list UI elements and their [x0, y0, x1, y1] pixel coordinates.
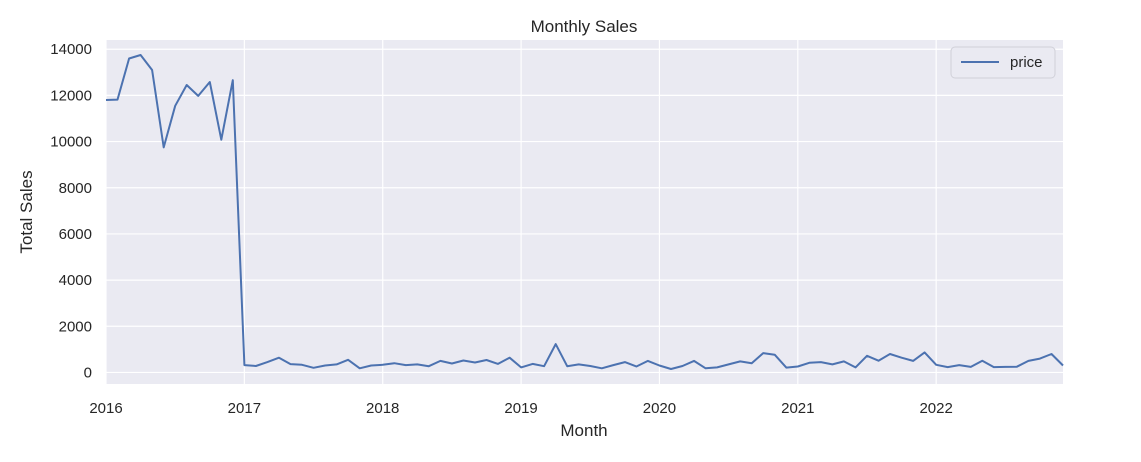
x-tick-label: 2016: [89, 400, 122, 417]
series-line-price: [105, 54, 1064, 370]
y-tick-label: 4000: [59, 272, 92, 289]
x-tick-label: 2017: [228, 400, 261, 417]
y-tick-label: 8000: [59, 180, 92, 197]
y-tick-label: 10000: [50, 134, 92, 151]
x-axis-ticks: 2016 2017 2018 2019 2020 2021 2022: [89, 400, 953, 417]
grid-lines: [105, 40, 1063, 384]
y-tick-label: 0: [84, 364, 92, 381]
chart-title: Monthly Sales: [531, 17, 638, 36]
series-lines: [105, 54, 1064, 370]
x-tick-label: 2021: [781, 400, 814, 417]
y-axis-title: Total Sales: [17, 170, 36, 253]
y-tick-label: 2000: [59, 318, 92, 335]
y-tick-label: 12000: [50, 87, 92, 104]
legend: price: [950, 46, 1056, 79]
y-tick-label: 14000: [50, 41, 92, 58]
plot-area: [106, 40, 1063, 384]
x-tick-label: 2019: [504, 400, 537, 417]
x-tick-label: 2020: [643, 400, 676, 417]
legend-box: [950, 46, 1056, 79]
legend-label-price: price: [1010, 54, 1043, 71]
y-tick-label: 6000: [59, 226, 92, 243]
x-tick-label: 2018: [366, 400, 399, 417]
y-axis-ticks: 0 2000 4000 6000 8000 10000 12000 14000: [50, 41, 92, 381]
x-tick-label: 2022: [919, 400, 952, 417]
x-axis-title: Month: [560, 421, 607, 440]
